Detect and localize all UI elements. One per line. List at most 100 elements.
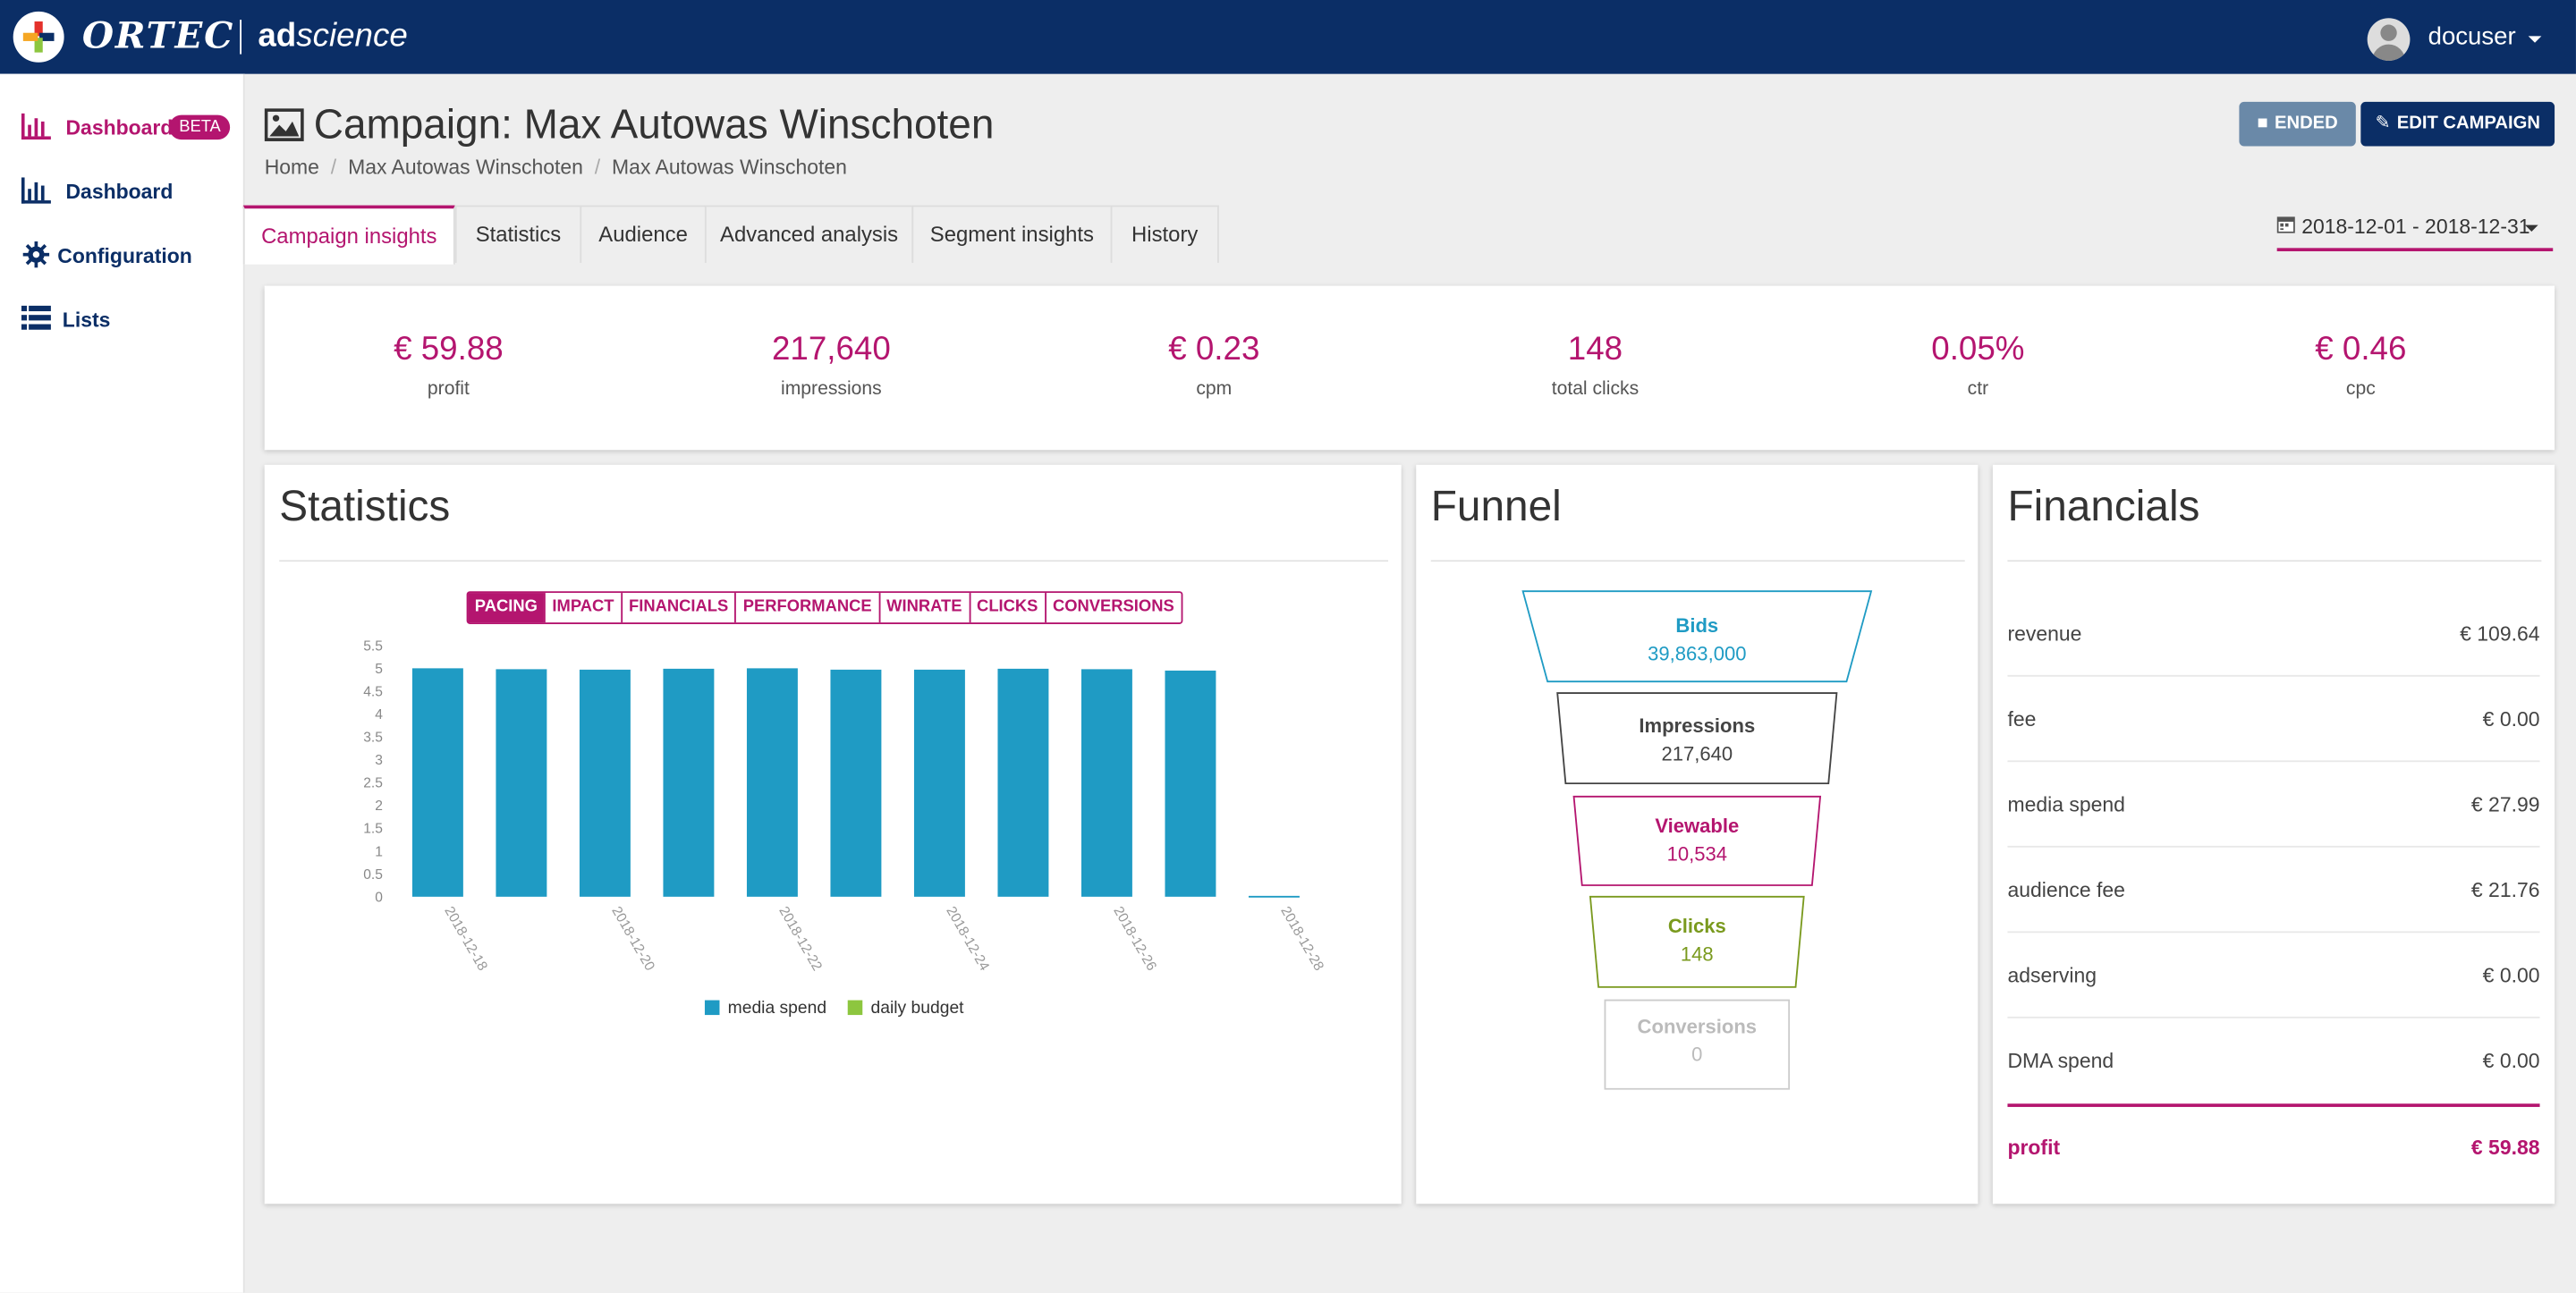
bar-media-spend[interactable] (1080, 669, 1132, 897)
divider (279, 560, 1389, 562)
bar-media-spend[interactable] (913, 669, 965, 897)
legend-daily-budget[interactable]: daily budget (847, 999, 964, 1018)
chart-tab-performance[interactable]: PERFORMANCE (734, 593, 878, 623)
chart-tab-winrate[interactable]: WINRATE (878, 593, 969, 623)
y-tick-label: 0 (375, 890, 383, 905)
financial-row-fee: fee € 0.00 (2007, 675, 2540, 763)
divider (1430, 560, 1965, 562)
breadcrumb-campaign: Max Autowas Winschoten (612, 156, 847, 180)
bar-media-spend[interactable] (663, 668, 715, 897)
bar-media-spend[interactable] (579, 669, 631, 897)
ended-button[interactable]: ■ ENDED (2239, 101, 2356, 147)
bar-media-spend[interactable] (1165, 670, 1216, 897)
sidebar-item-dashboard-beta[interactable]: Dashboard BETA (0, 102, 243, 151)
funnel-stage-clicks-shape (1589, 895, 1805, 988)
x-tick-label: 2018-12-18 (441, 904, 490, 974)
sidebar-item-label: Configuration (57, 244, 192, 268)
product-prefix: ad (258, 18, 297, 55)
sidebar-item-configuration[interactable]: Configuration (0, 230, 243, 279)
sidebar-item-lists[interactable]: Lists (0, 294, 243, 343)
caret-down-icon[interactable] (2528, 36, 2542, 43)
ortec-logo-icon[interactable] (13, 11, 64, 63)
y-tick-label: 5.5 (363, 638, 383, 654)
date-range-picker[interactable]: 2018-12-01 - 2018-12-31 (2276, 212, 2554, 252)
kpi-label: cpc (2345, 379, 2376, 400)
brand-name: ORTEC (81, 14, 235, 58)
chart-tab-impact[interactable]: IMPACT (544, 593, 621, 623)
y-tick-label: 4.5 (363, 684, 383, 699)
chart-metric-tabs: PACING IMPACT FINANCIALS PERFORMANCE WIN… (466, 591, 1182, 624)
breadcrumb-home[interactable]: Home (264, 156, 319, 180)
user-avatar-icon[interactable] (2367, 18, 2411, 61)
breadcrumb: Home / Max Autowas Winschoten / Max Autowas … (264, 156, 847, 180)
funnel-card: Funnel Bids 39,863,000 Impressions 217,640… (1416, 464, 1979, 1204)
bar-media-spend[interactable] (830, 669, 882, 897)
funnel-stage-impressions-shape (1556, 692, 1838, 785)
kpi-value: 148 (1567, 332, 1623, 368)
x-tick-label: 2018-12-28 (1277, 904, 1326, 974)
chart-tab-conversions[interactable]: CONVERSIONS (1044, 593, 1181, 623)
kpi-label: cpm (1196, 379, 1233, 400)
tab-audience[interactable]: Audience (580, 205, 707, 263)
y-tick-label: 1 (375, 844, 383, 859)
brand-divider (240, 20, 242, 55)
kpi-value: € 0.46 (2315, 332, 2407, 368)
breadcrumb-advertiser[interactable]: Max Autowas Winschoten (348, 156, 583, 180)
statistics-card: Statistics PACING IMPACT FINANCIALS PERF… (264, 464, 1402, 1204)
y-tick-label: 1.5 (363, 822, 383, 837)
funnel-stage-bids[interactable]: Bids 39,863,000 (1648, 613, 1747, 665)
x-tick-label: 2018-12-24 (943, 904, 992, 974)
kpi-label: impressions (781, 379, 882, 400)
kpi-cpm: € 0.23 cpm (1066, 332, 1362, 399)
kpi-value: 0.05% (1931, 332, 2025, 368)
sidebar-item-dashboard[interactable]: Dashboard (0, 166, 243, 216)
tab-campaign-insights[interactable]: Campaign insights (242, 205, 455, 265)
funnel-stage-conversions[interactable]: Conversions 0 (1637, 1015, 1758, 1067)
tab-statistics[interactable]: Statistics (454, 205, 582, 263)
sidebar-item-label: Lists (62, 308, 111, 333)
financials-title: Financials (2007, 481, 2200, 531)
y-tick-label: 4 (375, 707, 383, 723)
kpi-value: € 59.88 (394, 332, 504, 368)
bar-media-spend[interactable] (746, 668, 798, 897)
kpi-value: 217,640 (771, 332, 891, 368)
financials-card: Financials revenue € 109.64 fee € 0.00 med… (1992, 464, 2555, 1204)
x-tick-label: 2018-12-20 (608, 904, 657, 974)
edit-label: EDIT CAMPAIGN (2396, 113, 2540, 133)
chart-tab-financials[interactable]: FINANCIALS (620, 593, 735, 623)
chart-legend: media spend daily budget (704, 999, 964, 1018)
stop-icon: ■ (2257, 113, 2268, 133)
funnel-stage-viewable-shape (1572, 795, 1822, 886)
chart-tab-pacing[interactable]: PACING (468, 593, 545, 623)
funnel-stage-impressions[interactable]: Impressions 217,640 (1639, 714, 1756, 765)
financial-row-adserving: adserving € 0.00 (2007, 931, 2540, 1018)
bar-chart-icon (21, 177, 51, 204)
kpi-label: profit (427, 379, 470, 400)
x-tick-label: 2018-12-22 (775, 904, 825, 974)
bar-chart-icon (21, 113, 51, 140)
legend-media-spend[interactable]: media spend (704, 999, 826, 1018)
bar-media-spend[interactable] (496, 669, 547, 897)
pencil-icon: ✎ (2375, 113, 2391, 133)
kpi-total-clicks: 148 total clicks (1447, 332, 1743, 399)
tab-advanced-analysis[interactable]: Advanced analysis (704, 205, 914, 263)
user-menu-name[interactable]: docuser (2428, 22, 2516, 51)
pacing-bar-chart: 0 0.5 1 1.5 2 2.5 3 3.5 4 4.5 5 5.5 2018-12-18 2018-1… (363, 638, 1326, 974)
calendar-icon (2276, 216, 2295, 233)
edit-campaign-button[interactable]: ✎ EDIT CAMPAIGN (2360, 101, 2555, 147)
funnel-stage-conversions-shape (1604, 999, 1791, 1090)
gear-icon (22, 241, 50, 268)
ended-label: ENDED (2275, 113, 2338, 133)
funnel-title: Funnel (1430, 481, 1562, 531)
bar-media-spend[interactable] (411, 668, 463, 897)
funnel-stage-viewable[interactable]: Viewable 10,534 (1655, 815, 1740, 866)
funnel-stage-clicks[interactable]: Clicks 148 (1667, 915, 1726, 966)
bar-media-spend[interactable] (997, 668, 1049, 897)
chart-tab-clicks[interactable]: CLICKS (968, 593, 1045, 623)
tab-segment-insights[interactable]: Segment insights (911, 205, 1113, 263)
tab-history[interactable]: History (1110, 205, 1219, 263)
list-icon (21, 305, 51, 330)
divider (2007, 560, 2542, 562)
financial-row-media-spend: media spend € 27.99 (2007, 760, 2540, 848)
y-tick-label: 3 (375, 753, 383, 768)
